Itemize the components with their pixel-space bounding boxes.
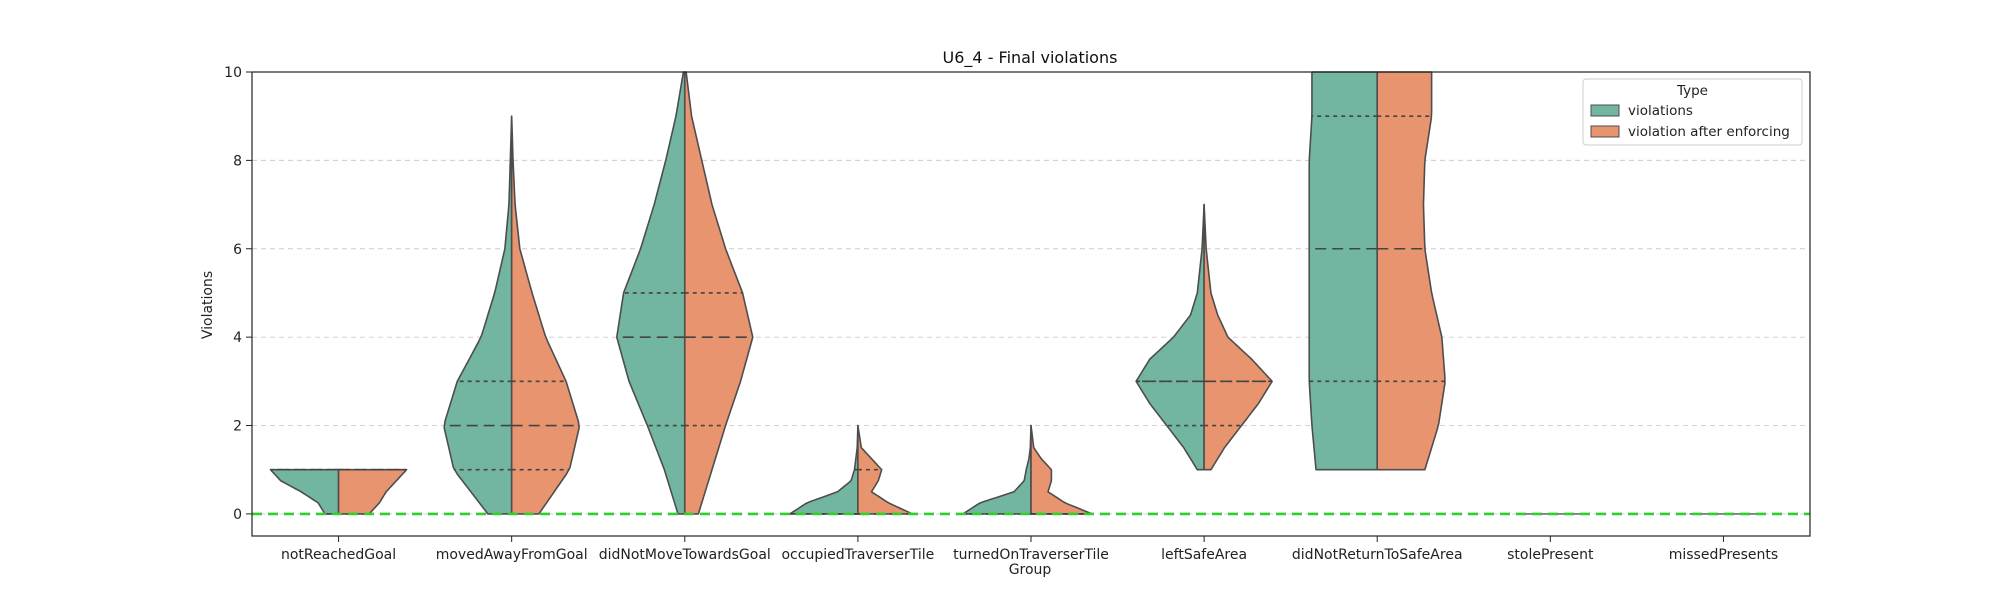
violin-half-movedAwayFromGoal-violation-after-enforcing bbox=[510, 115, 580, 515]
x-tick-label-turnedOnTraverserTile: turnedOnTraverserTile bbox=[953, 547, 1109, 563]
y-tick-label: 10 bbox=[224, 65, 242, 81]
legend-label-violations: violations bbox=[1628, 103, 1693, 119]
x-tick-label-missedPresents: missedPresents bbox=[1669, 547, 1778, 563]
violin-half-notReachedGoal-violation-after-enforcing bbox=[337, 468, 408, 515]
violin-half-occupiedTraverserTile-violation-after-enforcing bbox=[857, 424, 914, 515]
x-tick-label-movedAwayFromGoal: movedAwayFromGoal bbox=[436, 547, 588, 563]
violin-half-didNotReturnToSafeArea-violation-after-enforcing bbox=[1376, 71, 1446, 471]
violin-half-occupiedTraverserTile-violations bbox=[789, 424, 859, 515]
legend: Type violations violation after enforcing bbox=[1582, 78, 1803, 146]
x-tick-label-stolePresent: stolePresent bbox=[1507, 547, 1594, 563]
y-tick-label: 0 bbox=[233, 507, 242, 523]
x-tick-label-leftSafeArea: leftSafeArea bbox=[1161, 547, 1247, 563]
violin-half-turnedOnTraverserTile-violation-after-enforcing bbox=[1030, 424, 1093, 515]
violin-half-turnedOnTraverserTile-violations bbox=[962, 424, 1032, 515]
x-tick-label-didNotReturnToSafeArea: didNotReturnToSafeArea bbox=[1292, 547, 1463, 563]
violin-half-leftSafeArea-violations bbox=[1135, 203, 1205, 471]
legend-swatch-violations bbox=[1590, 104, 1620, 117]
y-axis-label: Violations bbox=[200, 271, 216, 339]
legend-box bbox=[1582, 78, 1803, 146]
violins bbox=[269, 71, 1758, 515]
x-tick-label-notReachedGoal: notReachedGoal bbox=[281, 547, 396, 563]
violin-half-notReachedGoal-violations bbox=[269, 468, 340, 515]
y-axis: 0 2 4 6 8 10 bbox=[224, 65, 252, 523]
chart-title: U6_4 - Final violations bbox=[943, 48, 1118, 68]
violin-half-leftSafeArea-violation-after-enforcing bbox=[1203, 203, 1273, 471]
legend-label-violation-after-enforcing: violation after enforcing bbox=[1628, 124, 1790, 140]
violin-half-movedAwayFromGoal-violations bbox=[443, 115, 513, 515]
violin-half-didNotReturnToSafeArea-violations bbox=[1308, 71, 1379, 471]
y-tick-label: 2 bbox=[233, 419, 242, 435]
x-axis-label: Group bbox=[1009, 562, 1052, 578]
legend-swatch-violation-after-enforcing bbox=[1590, 125, 1620, 138]
legend-title: Type bbox=[1676, 83, 1708, 99]
y-tick-label: 8 bbox=[233, 153, 242, 169]
y-tick-label: 4 bbox=[233, 330, 242, 346]
x-tick-label-occupiedTraverserTile: occupiedTraverserTile bbox=[781, 547, 934, 563]
x-tick-label-didNotMoveTowardsGoal: didNotMoveTowardsGoal bbox=[599, 547, 771, 563]
y-tick-label: 6 bbox=[233, 242, 242, 258]
x-axis: notReachedGoal movedAwayFromGoal didNotMov… bbox=[281, 536, 1778, 563]
